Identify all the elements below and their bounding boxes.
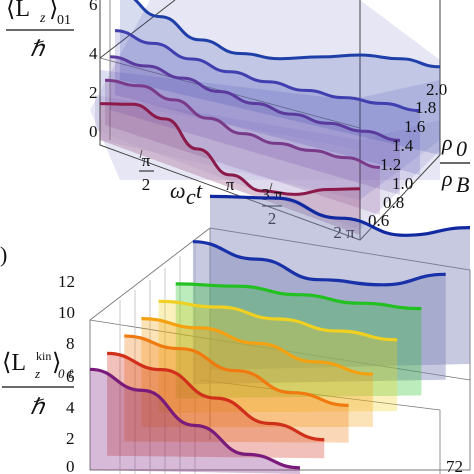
top-xtick-mark	[139, 149, 143, 159]
top-frame-diag	[99, 0, 176, 59]
top-slab-3	[95, 95, 440, 230]
bottom-ribbon	[192, 241, 446, 385]
top-ribbon	[110, 56, 400, 195]
bottom-ribbon	[141, 318, 373, 428]
top-ylabel-angle: ⟨L	[6, 0, 30, 22]
bottom-series-line	[175, 282, 422, 311]
bottom-ylabel-close: ⟩	[52, 350, 61, 376]
top-ytick: 4	[89, 44, 98, 63]
top-zlabel-den: ρ	[441, 166, 453, 191]
top-xtick-mark	[269, 182, 273, 191]
top-ztick: 2.0	[426, 80, 447, 99]
bottom-ylabel-index: 0 ℓ	[58, 366, 74, 381]
bottom-ylabel-sub: z	[34, 366, 40, 381]
top-ztick: 0.8	[383, 193, 404, 212]
top-ztick: 1.6	[404, 117, 425, 136]
top-ztick: 0.6	[368, 211, 389, 230]
top-zlabel-num: ρ	[441, 130, 453, 155]
bottom-ribbon	[107, 353, 325, 459]
top-zlabel-num-sub: 0	[456, 136, 467, 161]
bottom-series-line	[209, 194, 471, 237]
top-ztick: 1.8	[415, 98, 436, 117]
top-series-line	[109, 55, 401, 142]
top-zlabel: ρ 0 ρ B	[440, 130, 470, 197]
top-ztick: 1.0	[392, 174, 413, 193]
bottom-ylabel-sup: kin	[36, 349, 51, 363]
bottom-panel-tag: )	[0, 242, 7, 267]
top-panel: 0 2 4 6 ⟨L z ⟩ 01 ℏ π 2 π 3 π 2 2 π	[6, 0, 470, 242]
top-slab-1	[90, 0, 440, 180]
top-xtick: 2	[142, 175, 151, 194]
bottom-ytick: 10	[58, 303, 75, 322]
bottom-series-line	[107, 351, 325, 442]
top-xtick: 2 π	[333, 223, 355, 242]
bottom-series-line	[141, 317, 373, 376]
top-frame-left	[99, 0, 361, 241]
top-curves	[99, 0, 441, 235]
top-xlabel-omega: ω	[170, 178, 186, 203]
bottom-ytick: 0	[66, 457, 75, 474]
bottom-box-back	[89, 227, 471, 471]
top-ztick: 1.4	[392, 136, 414, 155]
top-ylabel-sub: z	[39, 11, 46, 26]
bottom-yticks: 0 2 4 6 8 10 12	[58, 272, 75, 474]
bottom-ylabel-angle: ⟨L	[2, 350, 26, 376]
top-xlabel-t: t	[196, 178, 203, 203]
top-ytick: 2	[89, 83, 98, 102]
bottom-series-line	[89, 367, 301, 470]
top-zlabel-den-sub: B	[456, 172, 469, 197]
bottom-curves	[89, 194, 471, 474]
bottom-ytick: 12	[58, 272, 75, 291]
top-ylabel-den: ℏ	[30, 36, 46, 61]
top-xtick: π	[142, 151, 151, 170]
bottom-series-line	[124, 334, 349, 407]
bottom-ribbon	[158, 301, 398, 413]
bottom-series-line	[158, 299, 398, 342]
top-ribbon	[105, 80, 380, 215]
bottom-box-edge	[199, 379, 441, 411]
top-xlabel-c: c	[186, 184, 196, 209]
bottom-ylabel: ⟨L kin z ⟩ 0 ℓ ℏ	[2, 349, 74, 419]
bottom-ylabel-den: ℏ	[30, 394, 46, 419]
top-ribbon	[120, 0, 440, 155]
bottom-corner-label: 72	[446, 457, 463, 474]
top-ztick: 1.2	[380, 155, 401, 174]
top-xtick: π	[226, 175, 235, 194]
top-ytick: 6	[89, 0, 98, 14]
bottom-ytick: 4	[66, 398, 75, 417]
top-ylabel: ⟨L z ⟩ 01 ℏ	[6, 0, 74, 61]
bottom-series-line	[192, 240, 446, 287]
top-series-line	[114, 29, 421, 113]
top-series-line	[99, 102, 361, 196]
top-series-line	[104, 78, 381, 169]
top-ylabel-index: 01	[57, 13, 71, 28]
top-zticks: 0.6 0.8 1.0 1.2 1.4 1.6 1.8 2.0	[368, 80, 447, 230]
top-xtick: 2	[268, 209, 277, 228]
top-ribbon	[115, 30, 420, 175]
bottom-ribbon	[90, 369, 300, 474]
top-xlabel: ω c t	[170, 178, 203, 209]
top-ylabel-close: ⟩	[49, 0, 58, 22]
bottom-ribbon	[124, 336, 349, 443]
top-ytick: 0	[89, 122, 98, 141]
bottom-ytick: 8	[66, 334, 75, 353]
bottom-ytick: 2	[66, 429, 75, 448]
top-series-line	[133, 0, 441, 69]
bottom-panel: ) 0 2 4 6 8 10 12 ⟨L kin	[0, 194, 471, 474]
top-yticks: 0 2 4 6	[89, 0, 98, 141]
bottom-ytick: 6	[66, 367, 75, 386]
bottom-ribbon	[210, 196, 470, 370]
